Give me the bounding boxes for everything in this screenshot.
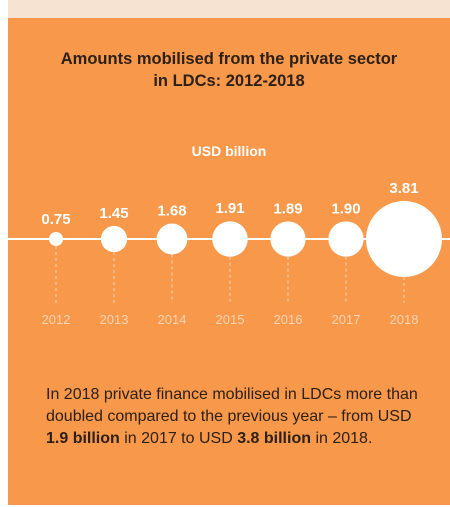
year-label-2018: 2018 [390,312,419,327]
note-text-1: In 2018 private finance mobilised in LDC… [46,386,418,425]
bubble-2017 [328,221,364,257]
bubble-2014 [156,223,188,255]
note-bold-2: 3.8 billion [237,430,311,447]
bubble-2018 [366,201,442,277]
bubble-2012 [49,232,63,246]
top-strip [8,0,450,18]
value-label-2017: 1.90 [331,200,360,217]
value-label-2013: 1.45 [99,205,128,222]
year-label-2014: 2014 [158,312,187,327]
value-label-2015: 1.91 [215,200,244,217]
bubble-2015 [212,221,248,257]
note-text-2: in 2017 to USD [119,430,238,447]
year-label-2012: 2012 [42,312,71,327]
value-label-2014: 1.68 [157,203,186,220]
bubble-2013 [100,225,128,253]
note-bold-1: 1.9 billion [46,430,120,447]
value-label-2018: 3.81 [389,180,418,197]
value-label-2016: 1.89 [273,200,302,217]
chart-title: Amounts mobilised from the private secto… [8,48,450,92]
chart-title-line-2: in LDCs: 2012-2018 [153,72,305,90]
value-label-2012: 0.75 [41,211,70,228]
summary-note: In 2018 private finance mobilised in LDC… [46,384,426,450]
year-label-2016: 2016 [274,312,303,327]
year-label-2015: 2015 [216,312,245,327]
note-text-3: in 2018. [311,430,373,447]
bubble-2016 [270,221,306,257]
year-label-2017: 2017 [332,312,361,327]
year-label-2013: 2013 [100,312,129,327]
unit-label: USD billion [191,143,267,159]
chart-title-line-1: Amounts mobilised from the private secto… [60,50,398,68]
